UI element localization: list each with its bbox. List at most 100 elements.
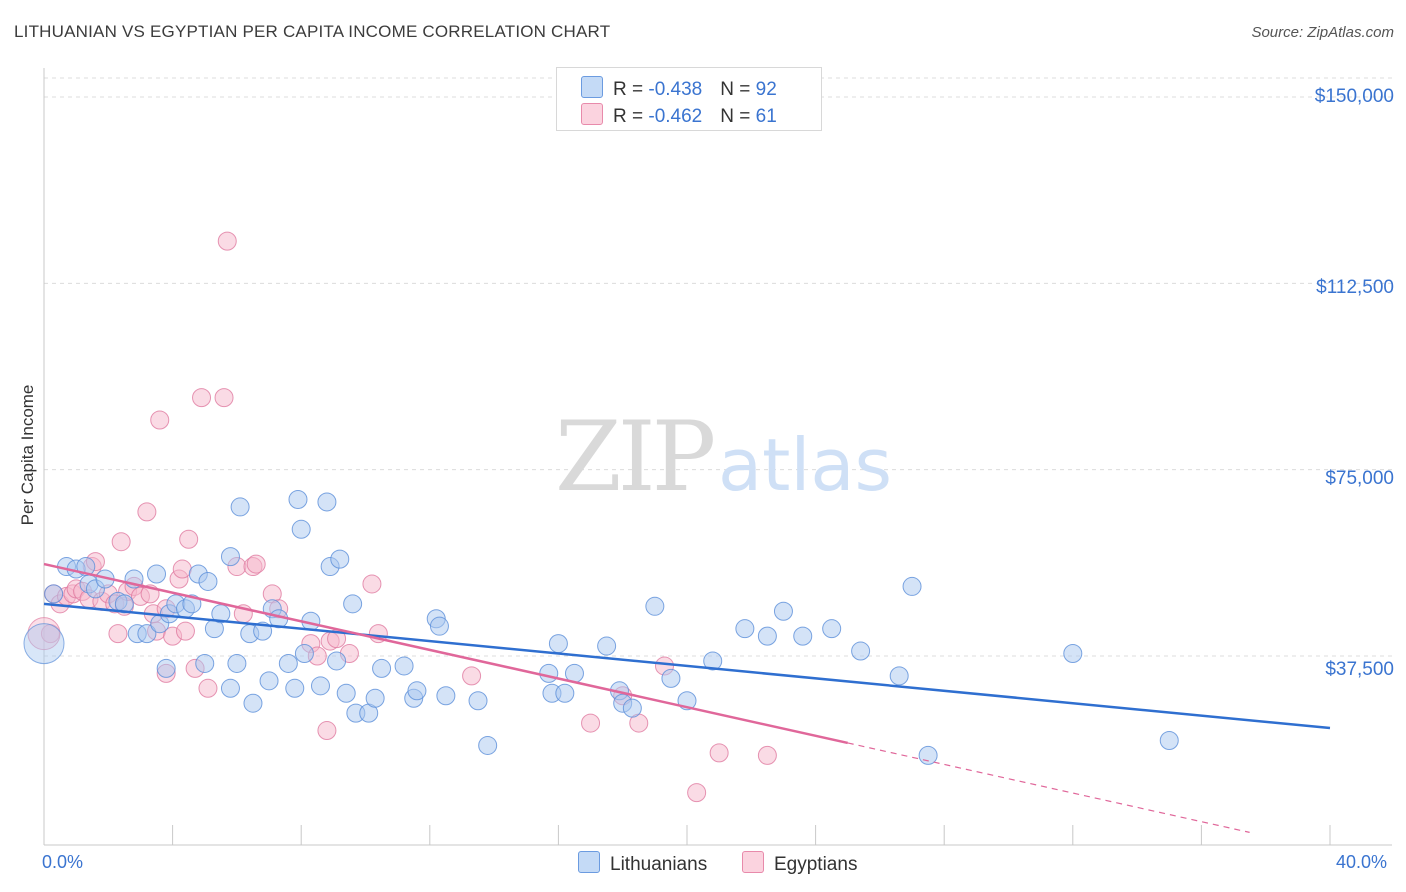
data-point: [327, 651, 347, 671]
legend-row-egyptians: R = -0.462 N = 61: [581, 103, 777, 128]
data-point: [317, 721, 337, 741]
data-point: [757, 626, 777, 646]
data-point: [246, 554, 266, 574]
data-point: [365, 688, 385, 708]
data-point: [285, 678, 305, 698]
data-point: [661, 668, 681, 688]
data-point: [773, 601, 793, 621]
data-point: [217, 231, 237, 251]
legend-n-label: N =: [720, 106, 756, 127]
data-point: [336, 683, 356, 703]
legend-row-lithuanians: R = -0.438 N = 92: [581, 76, 777, 101]
data-point-cluster: [23, 623, 65, 665]
data-point: [822, 619, 842, 639]
data-point: [362, 574, 382, 594]
data-point: [330, 549, 350, 569]
data-point: [172, 559, 192, 579]
data-point: [597, 636, 617, 656]
data-point: [735, 619, 755, 639]
data-point: [291, 519, 311, 539]
y-tick-150000: $150,000: [1314, 86, 1394, 107]
legend-r-label: R =: [613, 106, 649, 127]
legend-n-value: 92: [755, 79, 777, 100]
data-point: [214, 388, 234, 408]
data-point: [539, 663, 559, 683]
legend: R = -0.438 N = 92 R = -0.462 N = 61: [556, 67, 822, 131]
data-point: [581, 713, 601, 733]
legend-n-label: N =: [720, 79, 756, 100]
watermark-zip: ZIP: [555, 401, 714, 513]
data-point: [468, 691, 488, 711]
legend-r-value: -0.462: [648, 106, 703, 127]
data-point: [230, 497, 250, 517]
legend-swatch-lithuanians: [581, 76, 603, 98]
data-point: [192, 388, 212, 408]
data-point: [179, 529, 199, 549]
data-point: [259, 671, 279, 691]
data-point: [310, 676, 330, 696]
bottom-legend-swatch-lithuanians: [578, 851, 600, 873]
watermark-atlas: atlas: [718, 423, 892, 507]
data-point: [851, 641, 871, 661]
data-point: [288, 489, 308, 509]
y-tick-112500: $112,500: [1316, 277, 1394, 298]
trend-line-egyptians: [43, 562, 849, 745]
data-point: [436, 686, 456, 706]
data-point: [243, 693, 263, 713]
data-point: [407, 681, 427, 701]
data-point: [111, 532, 131, 552]
data-point: [220, 547, 240, 567]
data-point: [198, 678, 218, 698]
bottom-legend-egyptians: Egyptians: [742, 851, 857, 876]
chart-title: LITHUANIAN VS EGYPTIAN PER CAPITA INCOME…: [14, 22, 611, 41]
data-point: [317, 492, 337, 512]
data-point: [889, 666, 909, 686]
bottom-legend-swatch-egyptians: [742, 851, 764, 873]
data-point: [548, 634, 568, 654]
data-point: [372, 658, 392, 678]
data-point: [44, 584, 64, 604]
bottom-legend-lithuanians: Lithuanians: [578, 851, 707, 876]
data-point: [622, 698, 642, 718]
data-point: [227, 653, 247, 673]
x-axis: [43, 68, 1392, 846]
data-point: [147, 564, 167, 584]
source-label: Source: ZipAtlas.com: [1251, 24, 1394, 41]
bottom-legend-label-lithuanians: Lithuanians: [610, 854, 708, 875]
data-point: [137, 502, 157, 522]
data-point: [1063, 644, 1083, 664]
data-point: [137, 624, 157, 644]
data-point: [793, 626, 813, 646]
data-point: [182, 594, 202, 614]
data-point: [394, 656, 414, 676]
data-point: [150, 410, 170, 430]
data-point: [555, 683, 575, 703]
data-point: [757, 745, 777, 765]
legend-n-value: 61: [755, 106, 777, 127]
data-point: [478, 735, 498, 755]
data-point: [253, 621, 273, 641]
data-point: [462, 666, 482, 686]
trend-lines: [43, 562, 1331, 833]
trend-line-egyptians-extension: [847, 742, 1250, 833]
data-point: [211, 604, 231, 624]
y-tick-75000: $75,000: [1325, 468, 1394, 489]
data-point: [429, 616, 449, 636]
data-point: [278, 653, 298, 673]
data-point: [343, 594, 363, 614]
data-point: [709, 743, 729, 763]
data-point: [294, 644, 314, 664]
egyptians-points: [27, 231, 777, 803]
data-point: [703, 651, 723, 671]
data-point: [687, 783, 707, 803]
trend-line-lithuanians: [43, 602, 1331, 730]
lithuanians-points: [23, 489, 1179, 765]
x-tick-max: 40.0%: [1336, 852, 1388, 872]
data-point: [195, 653, 215, 673]
data-point: [198, 571, 218, 591]
x-tick-min: 0.0%: [42, 852, 84, 872]
y-tick-37500: $37,500: [1325, 659, 1394, 680]
data-point: [108, 624, 128, 644]
data-point: [220, 678, 240, 698]
